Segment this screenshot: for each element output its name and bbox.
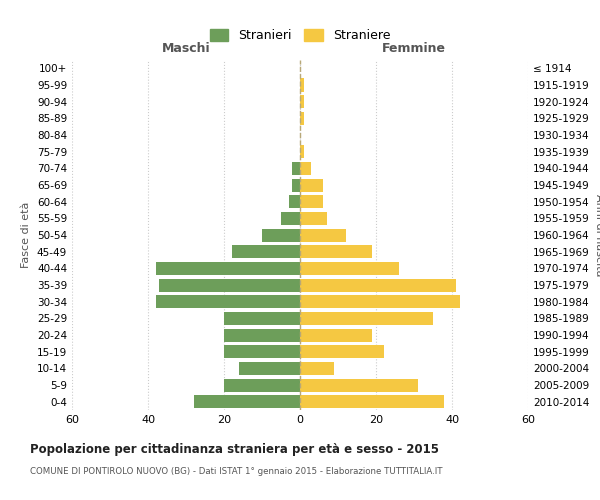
Y-axis label: Fasce di età: Fasce di età xyxy=(22,202,31,268)
Bar xyxy=(300,295,460,308)
Bar xyxy=(300,178,323,192)
Bar xyxy=(300,145,304,158)
Bar xyxy=(292,178,300,192)
Bar xyxy=(300,228,346,241)
Bar xyxy=(300,212,326,225)
Text: Maschi: Maschi xyxy=(161,42,211,55)
Text: Popolazione per cittadinanza straniera per età e sesso - 2015: Popolazione per cittadinanza straniera p… xyxy=(30,442,439,456)
Bar xyxy=(300,262,399,275)
Bar xyxy=(300,112,304,125)
Bar xyxy=(300,328,372,342)
Bar xyxy=(239,362,300,375)
Bar xyxy=(300,245,372,258)
Bar xyxy=(300,78,304,92)
Bar xyxy=(300,312,433,325)
Bar xyxy=(281,212,300,225)
Bar xyxy=(155,262,300,275)
Bar xyxy=(262,228,300,241)
Bar xyxy=(300,278,456,291)
Text: Femmine: Femmine xyxy=(382,42,446,55)
Bar xyxy=(232,245,300,258)
Bar xyxy=(300,395,445,408)
Bar xyxy=(292,162,300,175)
Y-axis label: Anni di nascita: Anni di nascita xyxy=(593,194,600,276)
Legend: Stranieri, Straniere: Stranieri, Straniere xyxy=(205,24,395,47)
Bar xyxy=(224,378,300,392)
Bar xyxy=(300,345,383,358)
Bar xyxy=(300,195,323,208)
Bar xyxy=(300,378,418,392)
Bar xyxy=(224,328,300,342)
Bar xyxy=(194,395,300,408)
Bar xyxy=(300,95,304,108)
Bar xyxy=(160,278,300,291)
Bar xyxy=(224,312,300,325)
Bar xyxy=(289,195,300,208)
Bar xyxy=(300,162,311,175)
Bar xyxy=(224,345,300,358)
Bar xyxy=(300,362,334,375)
Text: COMUNE DI PONTIROLO NUOVO (BG) - Dati ISTAT 1° gennaio 2015 - Elaborazione TUTTI: COMUNE DI PONTIROLO NUOVO (BG) - Dati IS… xyxy=(30,468,443,476)
Bar xyxy=(155,295,300,308)
